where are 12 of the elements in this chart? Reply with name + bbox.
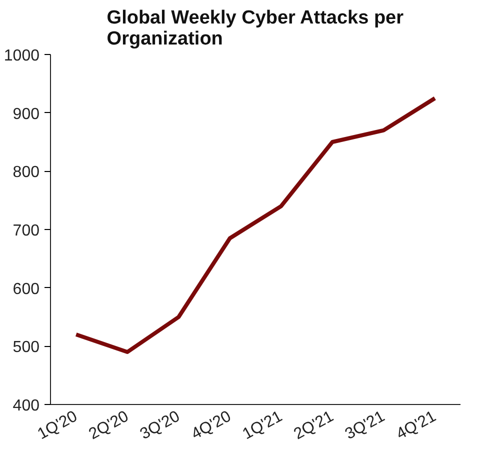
y-tick-label: 600 — [12, 280, 40, 298]
x-tick-label: 4Q'20 — [188, 408, 234, 444]
x-tick-label: 4Q'21 — [394, 408, 440, 444]
line-series — [74, 96, 437, 354]
y-tick-label: 1000 — [4, 48, 40, 64]
y-tick-label: 900 — [12, 106, 40, 123]
y-tick-label: 800 — [12, 164, 40, 182]
y-tick-label: 700 — [12, 222, 40, 240]
chart-title: Global Weekly Cyber Attacks per Organization — [106, 8, 404, 50]
y-tick-label: 400 — [12, 398, 40, 414]
x-tick-label: 3Q'21 — [342, 408, 388, 444]
y-tick-label: 500 — [12, 339, 40, 356]
